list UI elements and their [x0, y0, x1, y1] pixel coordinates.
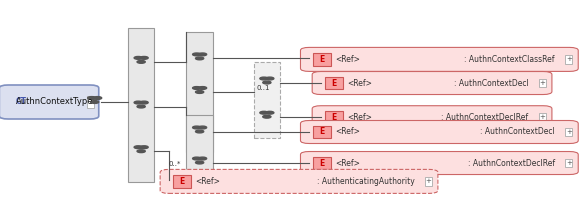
Bar: [539, 113, 546, 121]
Circle shape: [195, 57, 204, 60]
FancyBboxPatch shape: [301, 120, 578, 144]
Bar: [313, 126, 331, 138]
Bar: [565, 55, 572, 64]
Bar: [187, 115, 212, 181]
Bar: [254, 62, 280, 138]
Text: +: +: [539, 114, 545, 120]
Text: : AuthnContextClassRef: : AuthnContextClassRef: [464, 55, 555, 64]
Bar: [128, 28, 154, 182]
Circle shape: [198, 126, 207, 129]
FancyBboxPatch shape: [301, 47, 578, 71]
Circle shape: [140, 56, 148, 59]
Circle shape: [193, 126, 201, 129]
Circle shape: [193, 157, 201, 160]
Bar: [187, 32, 212, 152]
Bar: [425, 177, 432, 186]
Circle shape: [137, 150, 145, 153]
Circle shape: [195, 161, 204, 164]
Circle shape: [140, 146, 148, 149]
Circle shape: [193, 87, 201, 89]
Bar: [313, 53, 331, 66]
Bar: [325, 111, 343, 124]
Circle shape: [198, 157, 207, 160]
Circle shape: [260, 77, 268, 80]
Circle shape: [140, 101, 148, 104]
Text: <Ref>: <Ref>: [336, 159, 360, 168]
Text: E: E: [179, 177, 184, 186]
Text: AuthnContextType: AuthnContextType: [16, 98, 94, 106]
Bar: [87, 96, 94, 108]
Circle shape: [195, 91, 204, 93]
Text: : AuthnContextDecl: : AuthnContextDecl: [454, 79, 528, 88]
Text: +: +: [539, 80, 545, 86]
Text: <Ref>: <Ref>: [336, 128, 360, 136]
Circle shape: [134, 56, 142, 59]
FancyBboxPatch shape: [312, 106, 552, 129]
Circle shape: [263, 81, 271, 84]
Text: <Ref>: <Ref>: [348, 113, 372, 122]
Text: E: E: [331, 79, 336, 88]
Bar: [565, 159, 572, 167]
Text: E: E: [319, 159, 325, 168]
Circle shape: [93, 97, 102, 99]
Text: +: +: [566, 129, 572, 135]
Circle shape: [198, 53, 207, 56]
Text: E: E: [331, 113, 336, 122]
FancyBboxPatch shape: [312, 72, 552, 95]
Circle shape: [263, 115, 271, 118]
Text: +: +: [566, 56, 572, 62]
Circle shape: [198, 87, 207, 89]
Bar: [313, 157, 331, 169]
Circle shape: [266, 111, 274, 114]
Circle shape: [260, 111, 268, 114]
Bar: [325, 77, 343, 89]
Circle shape: [195, 130, 204, 133]
Text: +: +: [566, 160, 572, 166]
Bar: [565, 128, 572, 136]
Bar: [539, 79, 546, 87]
Circle shape: [134, 146, 142, 149]
Text: : AuthnContextDeclRef: : AuthnContextDeclRef: [441, 113, 528, 122]
Circle shape: [193, 53, 201, 56]
Circle shape: [90, 101, 99, 103]
FancyBboxPatch shape: [0, 85, 99, 119]
Text: <Ref>: <Ref>: [348, 79, 372, 88]
Circle shape: [137, 60, 145, 63]
Text: −: −: [87, 98, 94, 106]
Text: : AuthnContextDecl: : AuthnContextDecl: [480, 128, 555, 136]
Text: CT: CT: [16, 98, 27, 106]
FancyBboxPatch shape: [160, 169, 438, 193]
Text: 0..1: 0..1: [257, 85, 270, 91]
Text: : AuthenticatingAuthority: : AuthenticatingAuthority: [317, 177, 414, 186]
FancyBboxPatch shape: [301, 152, 578, 175]
Bar: [173, 175, 191, 188]
Text: : AuthnContextDeclRef: : AuthnContextDeclRef: [468, 159, 555, 168]
Text: +: +: [426, 178, 431, 184]
Circle shape: [87, 97, 96, 99]
Circle shape: [137, 105, 145, 108]
Text: <Ref>: <Ref>: [336, 55, 360, 64]
Circle shape: [266, 77, 274, 80]
Text: E: E: [319, 55, 325, 64]
Text: 0..*: 0..*: [169, 161, 181, 167]
Text: E: E: [319, 128, 325, 136]
Text: <Ref>: <Ref>: [195, 177, 220, 186]
Circle shape: [134, 101, 142, 104]
